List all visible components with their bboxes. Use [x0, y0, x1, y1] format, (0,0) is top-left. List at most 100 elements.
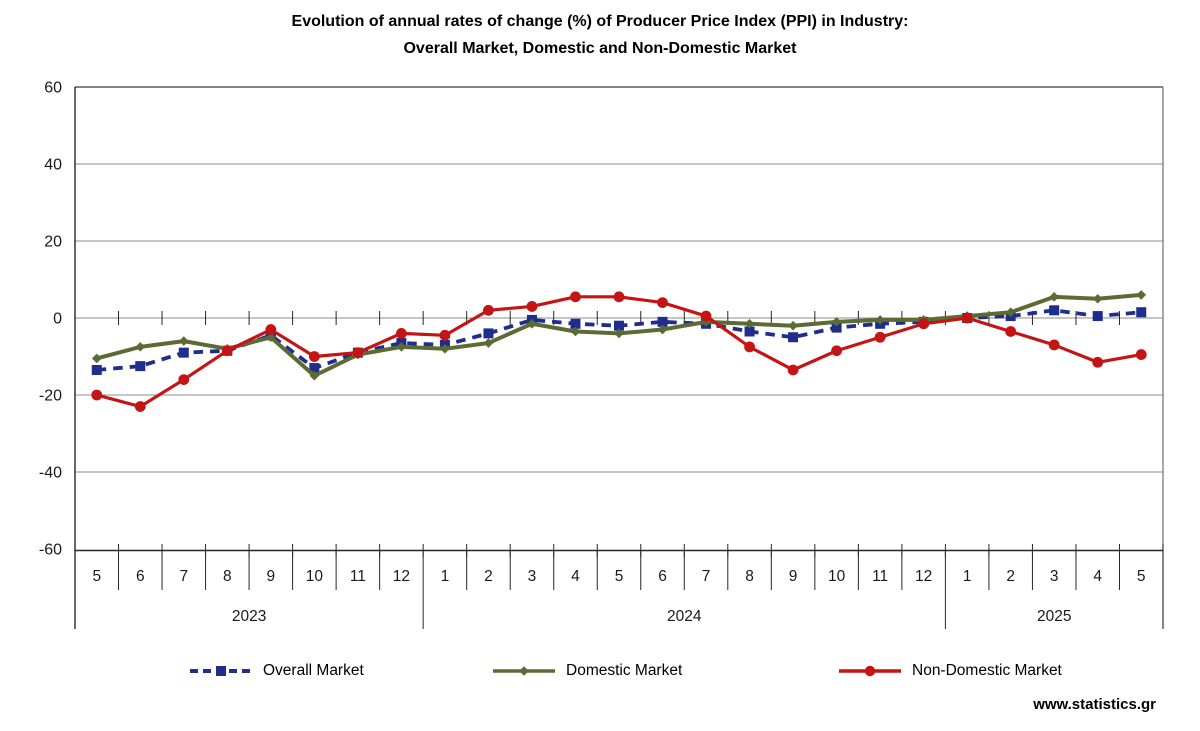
series-non-domestic-market-marker	[265, 324, 277, 335]
series-overall-market-marker	[831, 322, 842, 333]
series-non-domestic-market-marker	[91, 389, 103, 401]
series-non-domestic-market-marker	[1048, 339, 1060, 351]
series-non-domestic-market-marker	[178, 374, 190, 385]
series-domestic-market-marker	[1092, 293, 1103, 304]
x-month-label: 1	[963, 568, 972, 585]
series-non-domestic-market-marker	[1005, 326, 1017, 337]
series-domestic-market-marker	[483, 338, 494, 348]
x-month-label: 10	[828, 568, 846, 585]
square-marker-icon	[216, 666, 226, 676]
x-month-label: 6	[658, 568, 667, 585]
series-domestic-market-marker	[135, 342, 146, 352]
series-domestic-market-marker	[1136, 290, 1147, 300]
series-non-domestic-market-marker	[570, 291, 581, 303]
series-non-domestic-market-marker	[613, 291, 625, 303]
series-domestic-market-marker	[527, 318, 537, 329]
x-month-label: 5	[615, 568, 624, 585]
x-month-label: 12	[393, 568, 410, 585]
series-non-domestic-market-marker	[700, 310, 712, 322]
series-domestic-market-marker	[1049, 292, 1059, 302]
x-month-label: 5	[92, 568, 101, 585]
legend-item-domestic-market: Domestic Market	[491, 662, 682, 680]
series-non-domestic-market-marker	[1092, 356, 1104, 368]
x-month-label: 7	[179, 568, 188, 585]
series-overall-market-marker	[178, 347, 189, 358]
chart-title-line1: Evolution of annual rates of change (%) …	[291, 13, 909, 30]
series-non-domestic-market-marker	[526, 301, 538, 312]
series-domestic-market-marker	[440, 344, 450, 354]
x-year-label-2023: 2023	[232, 608, 266, 625]
chart-title-line2: Overall Market, Domestic and Non-Domesti…	[403, 40, 797, 57]
legend-sample-overall-market	[190, 666, 252, 676]
series-overall-market-marker	[1092, 311, 1103, 322]
x-month-label: 6	[136, 568, 145, 585]
series-non-domestic-market-marker	[396, 328, 407, 339]
legend-label-non-domestic-market: Non-Domestic Market	[912, 662, 1062, 679]
series-non-domestic-market-marker	[874, 331, 886, 343]
y-tick-label-0: 0	[53, 311, 62, 328]
x-month-label: 8	[745, 568, 754, 585]
series-domestic-market-marker	[309, 370, 320, 381]
series-domestic-market-marker	[91, 353, 102, 364]
x-month-label: 4	[571, 568, 580, 585]
series-overall-market-marker	[570, 318, 581, 329]
series-domestic-market-marker	[266, 332, 276, 343]
x-month-label: 1	[441, 568, 450, 585]
legend-label-overall-market: Overall Market	[263, 662, 364, 679]
series-overall-market-marker	[135, 361, 146, 372]
diamond-marker-icon	[519, 666, 529, 676]
x-month-label: 3	[528, 568, 537, 585]
series-non-domestic-market-marker	[439, 329, 451, 341]
series-domestic-market-marker	[1005, 307, 1016, 318]
y-tick-label-40: 40	[44, 157, 62, 174]
series-domestic-market-marker	[788, 320, 798, 331]
y-tick-label--40: -40	[39, 465, 62, 482]
x-month-label: 9	[789, 568, 798, 585]
series-overall-market-marker	[91, 364, 102, 375]
series-domestic-market-marker	[570, 326, 581, 337]
series-non-domestic-market-marker	[134, 401, 146, 412]
x-month-label: 2	[484, 568, 493, 585]
series-overall-market-marker	[744, 326, 755, 337]
series-overall-market-marker	[614, 320, 624, 331]
legend-item-overall-market: Overall Market	[188, 662, 364, 680]
x-year-label-2024: 2024	[667, 608, 702, 625]
series-overall-market-marker	[1049, 305, 1060, 316]
x-month-label: 7	[702, 568, 711, 585]
legend-sample-non-domestic-market	[839, 665, 901, 677]
x-month-label: 11	[350, 568, 366, 585]
series-overall-market-marker	[309, 363, 320, 374]
series-overall-market-marker	[1136, 307, 1147, 318]
x-year-label-2025: 2025	[1037, 608, 1071, 625]
y-tick-label--20: -20	[39, 388, 62, 405]
series-non-domestic-market-marker	[308, 351, 320, 362]
series-domestic-market-marker	[744, 318, 755, 329]
x-month-label: 4	[1093, 568, 1102, 585]
series-non-domestic-market-marker	[787, 364, 799, 376]
statistics-gr-watermark: www.statistics.gr	[1033, 696, 1156, 713]
series-non-domestic-market-marker	[657, 297, 668, 308]
circle-marker-icon	[864, 665, 876, 677]
x-month-label: 10	[306, 568, 324, 585]
x-month-label: 8	[223, 568, 232, 585]
legend-sample-domestic-market	[493, 666, 555, 676]
series-domestic-market-marker	[396, 342, 407, 352]
series-non-domestic-market-marker	[221, 345, 233, 357]
y-tick-label-60: 60	[44, 80, 62, 97]
series-non-domestic-market-marker	[961, 312, 973, 324]
series-non-domestic-market-marker	[352, 347, 364, 359]
chart-title: Evolution of annual rates of change (%) …	[0, 8, 1200, 62]
series-domestic-market-marker	[831, 317, 842, 327]
series-domestic-market-marker	[614, 328, 624, 339]
x-month-label: 12	[915, 568, 932, 585]
series-overall-market-marker	[483, 328, 494, 339]
series-non-domestic-market-marker	[744, 341, 755, 353]
y-tick-label--60: -60	[39, 542, 62, 559]
x-month-label: 9	[267, 568, 276, 585]
series-domestic-market-marker	[657, 324, 668, 335]
legend-label-domestic-market: Domestic Market	[566, 662, 683, 679]
x-month-label: 2	[1006, 568, 1015, 585]
series-overall-market-marker	[788, 332, 799, 343]
